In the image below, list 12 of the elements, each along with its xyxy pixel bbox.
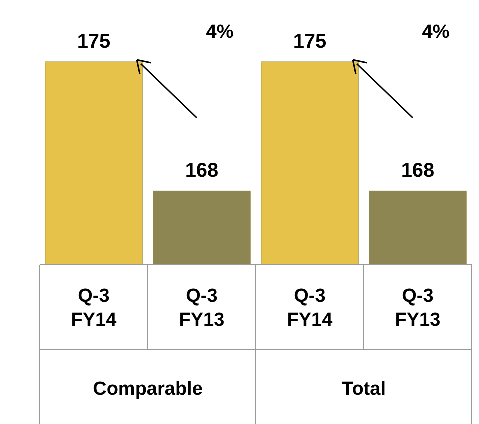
x-tick-label: Q-3 FY14 [71, 286, 118, 331]
data-label: 175 [77, 31, 111, 53]
x-tick-label: Q-3 FY13 [395, 286, 441, 331]
data-label: 175 [293, 31, 327, 53]
text: Comparable [93, 379, 203, 400]
text: 4% [206, 22, 234, 43]
x-tick-label: Q-3 FY13 [179, 286, 225, 331]
text: 4% [422, 22, 450, 43]
data-label: 168 [401, 160, 435, 182]
data-label: 168 [185, 160, 219, 182]
text: Total [342, 379, 386, 400]
x-tick-label: Q-3 FY14 [287, 286, 334, 331]
